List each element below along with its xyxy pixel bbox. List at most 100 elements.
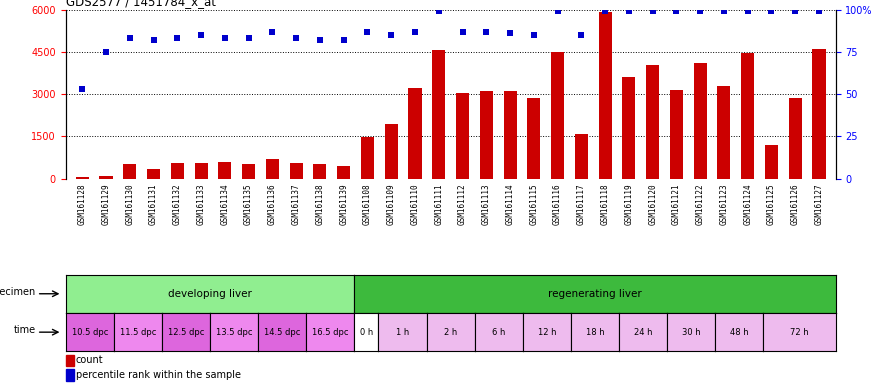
Bar	[598, 12, 612, 179]
Point	[646, 8, 660, 14]
Point	[194, 32, 208, 38]
Point	[527, 32, 541, 38]
Text: GDS2577 / 1451784_x_at: GDS2577 / 1451784_x_at	[66, 0, 215, 8]
Text: 1 h: 1 h	[396, 328, 410, 337]
Text: developing liver: developing liver	[168, 289, 252, 299]
Point	[669, 8, 683, 14]
Text: GSM161128: GSM161128	[78, 184, 87, 225]
Point	[242, 35, 256, 41]
Text: regenerating liver: regenerating liver	[548, 289, 642, 299]
Point	[337, 37, 351, 43]
Text: time: time	[14, 325, 36, 335]
Text: GSM161126: GSM161126	[791, 184, 800, 225]
Bar	[66, 355, 74, 366]
Bar	[66, 369, 74, 381]
Text: 6 h: 6 h	[492, 328, 506, 337]
Bar	[575, 134, 588, 179]
Bar	[290, 163, 303, 179]
Point	[456, 28, 470, 35]
Bar	[242, 164, 256, 179]
Point	[693, 8, 707, 14]
Text: GSM161122: GSM161122	[696, 184, 704, 225]
Text: 10.5 dpc: 10.5 dpc	[72, 328, 108, 337]
Bar	[123, 164, 136, 179]
Text: GSM161111: GSM161111	[434, 184, 444, 225]
Text: GSM161116: GSM161116	[553, 184, 562, 225]
Bar	[409, 88, 422, 179]
Point	[480, 28, 494, 35]
Text: GSM161118: GSM161118	[600, 184, 610, 225]
Text: GSM161132: GSM161132	[173, 184, 182, 225]
Point	[360, 28, 374, 35]
Bar	[385, 124, 398, 179]
Text: GSM161134: GSM161134	[220, 184, 229, 225]
Text: specimen: specimen	[0, 287, 36, 297]
Point	[289, 35, 303, 41]
Point	[741, 8, 755, 14]
Text: GSM161133: GSM161133	[197, 184, 206, 225]
Point	[75, 86, 89, 92]
Bar	[503, 91, 516, 179]
Bar	[788, 98, 802, 179]
Text: GSM161136: GSM161136	[268, 184, 276, 225]
Text: GSM161138: GSM161138	[315, 184, 325, 225]
Point	[265, 28, 279, 35]
Bar	[813, 49, 825, 179]
Point	[313, 37, 327, 43]
Text: GSM161127: GSM161127	[815, 184, 823, 225]
Text: GSM161137: GSM161137	[291, 184, 301, 225]
Text: 14.5 dpc: 14.5 dpc	[264, 328, 300, 337]
Text: 18 h: 18 h	[585, 328, 605, 337]
Bar	[718, 86, 731, 179]
Bar	[147, 169, 160, 179]
Text: GSM161117: GSM161117	[577, 184, 586, 225]
Point	[99, 49, 113, 55]
Bar	[528, 98, 541, 179]
Bar	[694, 63, 707, 179]
Text: count: count	[76, 356, 103, 366]
Point	[123, 35, 136, 41]
Text: GSM161139: GSM161139	[340, 184, 348, 225]
Point	[408, 28, 422, 35]
Bar	[622, 77, 635, 179]
Bar	[100, 176, 113, 179]
Bar	[313, 164, 326, 179]
Bar	[194, 163, 207, 179]
Point	[171, 35, 185, 41]
Bar	[670, 90, 682, 179]
Text: 11.5 dpc: 11.5 dpc	[120, 328, 156, 337]
Text: GSM161121: GSM161121	[672, 184, 681, 225]
Point	[550, 8, 564, 14]
Text: GSM161125: GSM161125	[767, 184, 776, 225]
Bar	[171, 163, 184, 179]
Text: GSM161120: GSM161120	[648, 184, 657, 225]
Bar	[337, 166, 350, 179]
Bar	[741, 53, 754, 179]
Bar	[765, 145, 778, 179]
Point	[598, 8, 612, 14]
Text: 2 h: 2 h	[444, 328, 458, 337]
Point	[431, 8, 445, 14]
Text: GSM161112: GSM161112	[458, 184, 467, 225]
Text: GSM161119: GSM161119	[625, 184, 634, 225]
Bar	[646, 65, 659, 179]
Text: GSM161135: GSM161135	[244, 184, 253, 225]
Text: 48 h: 48 h	[730, 328, 749, 337]
Point	[218, 35, 232, 41]
Text: GSM161109: GSM161109	[387, 184, 396, 225]
Text: 16.5 dpc: 16.5 dpc	[312, 328, 348, 337]
Text: GSM161108: GSM161108	[363, 184, 372, 225]
Text: GSM161114: GSM161114	[506, 184, 514, 225]
Point	[503, 30, 517, 36]
Text: GSM161124: GSM161124	[743, 184, 752, 225]
Bar	[432, 50, 445, 179]
Bar	[480, 91, 493, 179]
Point	[622, 8, 636, 14]
Text: 24 h: 24 h	[634, 328, 653, 337]
Point	[574, 32, 588, 38]
Bar	[219, 162, 231, 179]
Text: percentile rank within the sample: percentile rank within the sample	[76, 370, 241, 380]
Point	[812, 8, 826, 14]
Text: 72 h: 72 h	[790, 328, 808, 337]
Bar	[360, 137, 374, 179]
